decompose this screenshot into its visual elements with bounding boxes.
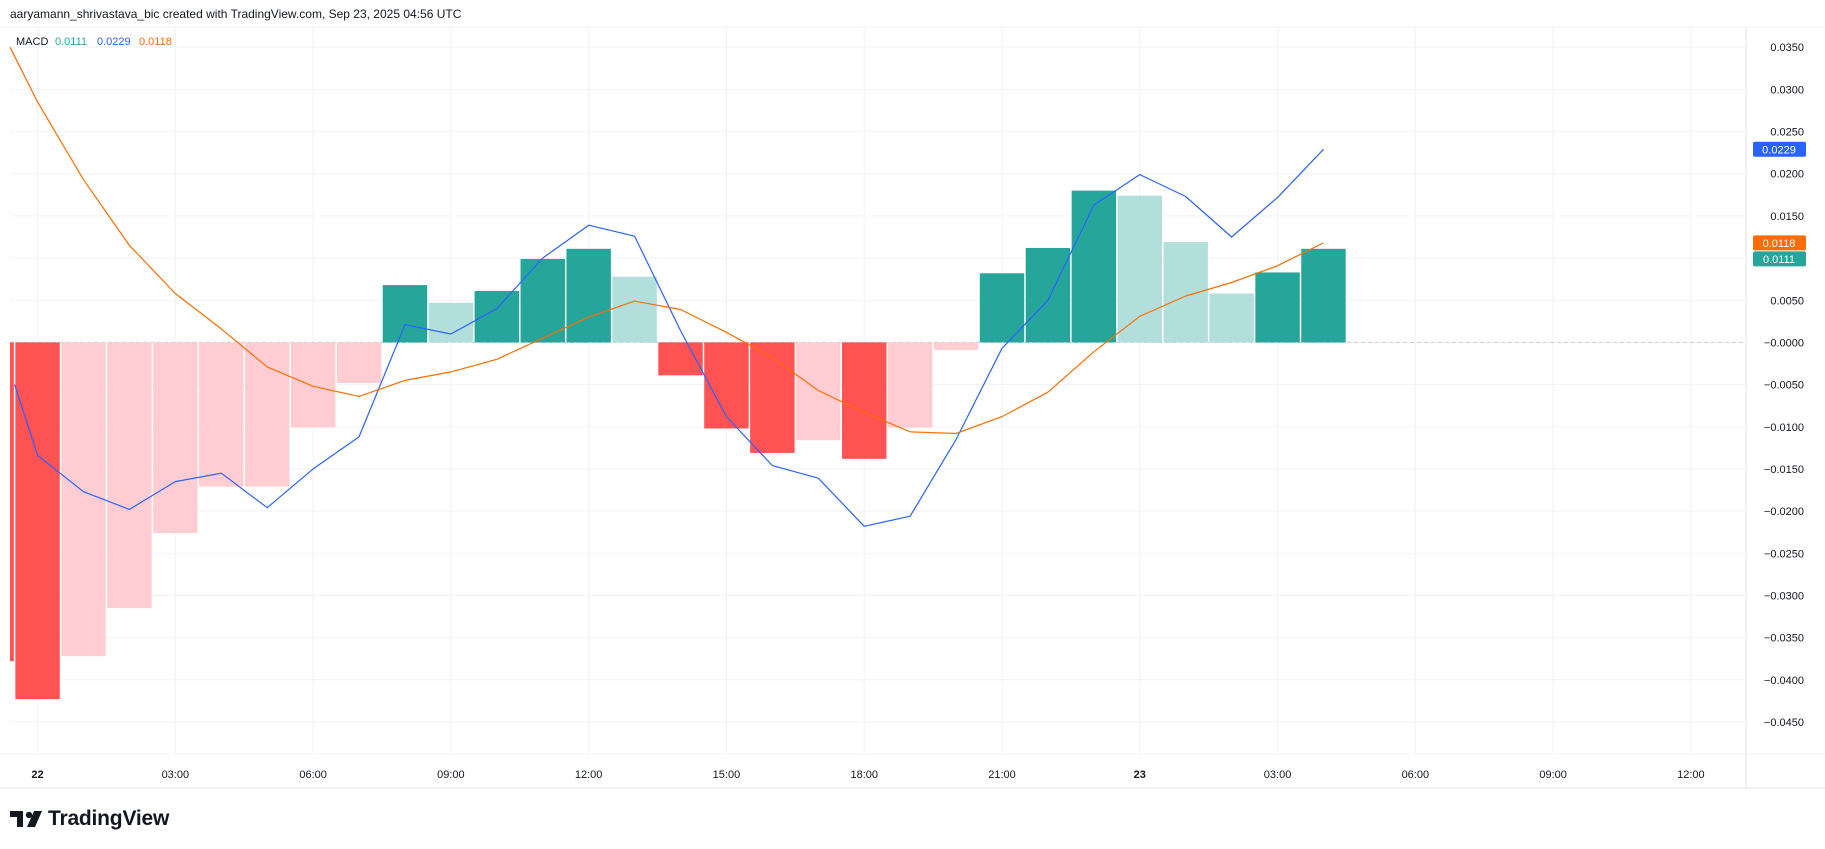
histogram-bar	[612, 276, 657, 343]
histogram-bar	[979, 273, 1025, 343]
price-axis-value-badge	[1753, 251, 1806, 267]
price-axis-labels: 0.0229 0.0118 0.0111	[1753, 141, 1806, 267]
time-axis-tick-label: 09:00	[437, 769, 465, 781]
histogram-bar	[382, 285, 428, 343]
price-axis-value-label: 0.0118	[1753, 235, 1806, 251]
price-axis-value-text: 0.0118	[1763, 238, 1796, 250]
histogram-bar	[887, 342, 933, 428]
histogram-bar	[704, 342, 749, 429]
time-axis-tick-label: 03:00	[1264, 769, 1292, 781]
histogram-bar	[153, 342, 198, 534]
histogram-bar	[428, 302, 474, 343]
price-axis-value-label: 0.0111	[1753, 251, 1806, 267]
time-axis-tick-label: 06:00	[299, 769, 327, 781]
price-axis-value-badge	[1753, 235, 1806, 251]
legend-signal-value: 0.0118	[139, 36, 172, 48]
time-axis-tick-label: 22	[31, 769, 43, 781]
price-axis-value-badge	[1753, 141, 1806, 157]
macd-line	[14, 148, 1324, 527]
legend-macd-value: 0.0229	[97, 36, 131, 48]
indicator-legend[interactable]: MACD 0.0111 0.0229 0.0118	[16, 36, 172, 48]
tradingview-logo-text: TradingView	[48, 807, 170, 830]
price-axis-tick-label: −0.0350	[1764, 633, 1804, 645]
price-axis-value-text: 0.0229	[1762, 144, 1796, 156]
histogram-bar	[10, 342, 14, 662]
histogram-bar	[1255, 272, 1300, 343]
price-axis-tick-label: −0.0450	[1764, 717, 1804, 729]
legend-name: MACD	[16, 36, 48, 48]
time-axis-tick-label: 15:00	[713, 769, 741, 781]
price-axis-tick-label: −0.0150	[1764, 464, 1804, 476]
histogram-bar	[61, 342, 106, 657]
histogram-bar	[933, 342, 979, 351]
price-axis-tick-label: 0.0150	[1770, 211, 1804, 223]
time-axis-tick-label: 06:00	[1402, 769, 1430, 781]
tradingview-logo[interactable]: TradingView	[10, 807, 169, 831]
time-axis-tick-label: 09:00	[1539, 769, 1567, 781]
line-series	[9, 46, 1324, 527]
histogram-bar	[842, 342, 887, 459]
price-axis-tick-label: 0.0250	[1770, 127, 1804, 139]
price-axis-tick-label: −0.0100	[1764, 422, 1804, 434]
histogram-bar	[244, 342, 290, 487]
histogram-bar	[1209, 293, 1254, 343]
histogram-bar	[15, 342, 60, 700]
legend-histogram-value: 0.0111	[55, 36, 87, 48]
histogram-bar	[520, 258, 565, 343]
price-axis-tick-label: 0.0200	[1770, 169, 1804, 181]
chart-credit: aaryamann_shrivastava_bic created with T…	[10, 7, 462, 21]
histogram-bar	[199, 342, 244, 487]
time-axis-tick-label: 03:00	[162, 769, 190, 781]
price-axis-tick-label: −0.0200	[1764, 506, 1804, 518]
price-axis-value-label: 0.0229	[1753, 141, 1806, 157]
histogram-bar	[750, 342, 795, 453]
histogram-bar	[1117, 195, 1162, 343]
price-axis-tick-label: 0.0350	[1770, 42, 1804, 54]
time-axis-tick-label: 21:00	[988, 769, 1016, 781]
time-axis-tick-label: 23	[1134, 769, 1146, 781]
histogram-bar	[796, 342, 841, 441]
histogram-bar	[1301, 248, 1346, 343]
time-axis-tick-label: 12:00	[575, 769, 603, 781]
histogram-series	[10, 190, 1346, 700]
price-axis-tick-label: −0.0000	[1764, 337, 1804, 349]
histogram-bar	[336, 342, 382, 383]
time-axis[interactable]: 22 03:00 06:00 09:00 12:00 15:00 18:00 21:00 23 0…	[31, 769, 1704, 781]
chart-frame	[0, 26, 1825, 789]
price-axis-tick-label: 0.0050	[1770, 295, 1804, 307]
histogram-bar	[1163, 242, 1208, 343]
price-axis-tick-label: −0.0250	[1764, 548, 1804, 560]
price-axis-tick-label: −0.0050	[1764, 380, 1804, 392]
time-axis-tick-label: 12:00	[1677, 769, 1705, 781]
histogram-bar	[290, 342, 336, 428]
price-axis-tick-label: −0.0400	[1764, 675, 1804, 687]
price-axis-tick-label: −0.0300	[1764, 590, 1804, 602]
histogram-bar	[1071, 190, 1117, 343]
price-axis-tick-label: 0.0300	[1770, 84, 1804, 96]
price-axis-value-text: 0.0111	[1763, 254, 1795, 266]
signal-line	[9, 46, 1324, 435]
histogram-bar	[107, 342, 152, 609]
histogram-bar	[1025, 247, 1071, 343]
tradingview-logo-icon	[10, 809, 46, 829]
histogram-bar	[566, 248, 611, 343]
time-axis-tick-label: 18:00	[850, 769, 878, 781]
